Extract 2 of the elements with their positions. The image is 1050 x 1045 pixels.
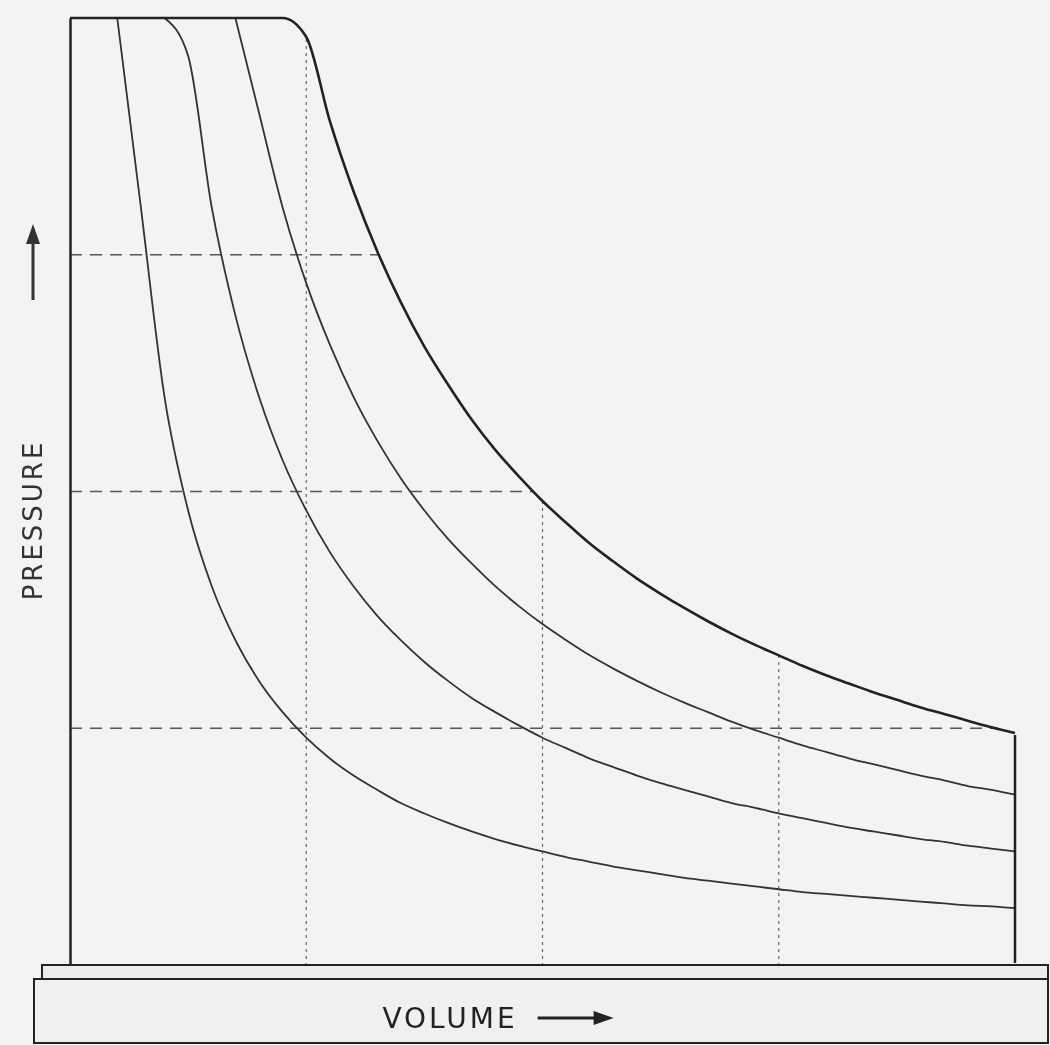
y-axis-title: PRESSURE — [18, 439, 48, 601]
x-axis-title: VOLUME — [382, 1002, 518, 1035]
